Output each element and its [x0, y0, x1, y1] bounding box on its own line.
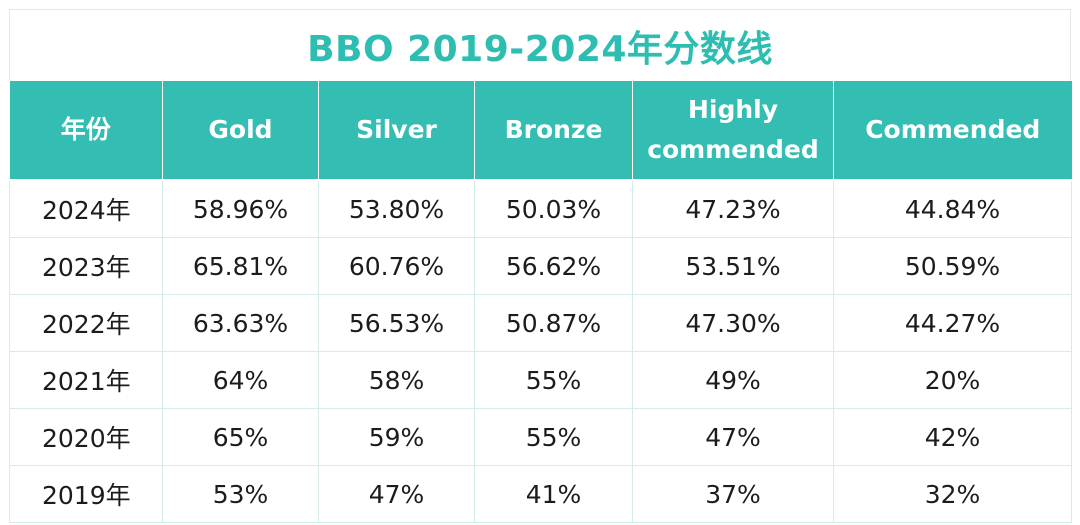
- cell-commended: 42%: [833, 408, 1072, 466]
- cell-silver: 47%: [318, 465, 475, 523]
- cell-silver: 56.53%: [318, 294, 475, 352]
- cell-gold: 64%: [162, 351, 319, 409]
- cell-year: 2019年: [9, 465, 163, 523]
- cell-highly-commended: 37%: [632, 465, 834, 523]
- cell-highly-commended: 49%: [632, 351, 834, 409]
- score-table: 年份 Gold Silver Bronze Highly commended C…: [9, 81, 1072, 523]
- cell-bronze: 55%: [474, 408, 633, 466]
- cell-highly-commended: 47%: [632, 408, 834, 466]
- cell-silver: 58%: [318, 351, 475, 409]
- cell-silver: 59%: [318, 408, 475, 466]
- table-row: 2020年 65% 59% 55% 47% 42%: [9, 408, 1072, 466]
- table-row: 2024年 58.96% 53.80% 50.03% 47.23% 44.84%: [9, 179, 1072, 238]
- table-header: 年份 Gold Silver Bronze Highly commended C…: [9, 81, 1072, 181]
- cell-year: 2024年: [9, 179, 163, 238]
- cell-gold: 53%: [162, 465, 319, 523]
- score-table-card: BBO 2019-2024年分数线 年份 Gold Silver Bronze …: [9, 9, 1072, 523]
- cell-commended: 32%: [833, 465, 1072, 523]
- cell-gold: 58.96%: [162, 179, 319, 238]
- table-body: 2024年 58.96% 53.80% 50.03% 47.23% 44.84%…: [9, 179, 1072, 523]
- cell-highly-commended: 53.51%: [632, 237, 834, 295]
- cell-year: 2021年: [9, 351, 163, 409]
- header-gold: Gold: [162, 81, 319, 181]
- cell-commended: 20%: [833, 351, 1072, 409]
- cell-year: 2020年: [9, 408, 163, 466]
- cell-gold: 63.63%: [162, 294, 319, 352]
- table-row: 2023年 65.81% 60.76% 56.62% 53.51% 50.59%: [9, 237, 1072, 295]
- cell-commended: 44.84%: [833, 179, 1072, 238]
- cell-bronze: 50.03%: [474, 179, 633, 238]
- cell-bronze: 55%: [474, 351, 633, 409]
- cell-bronze: 50.87%: [474, 294, 633, 352]
- cell-bronze: 56.62%: [474, 237, 633, 295]
- header-commended: Commended: [833, 81, 1072, 181]
- header-row: 年份 Gold Silver Bronze Highly commended C…: [9, 81, 1072, 181]
- cell-commended: 44.27%: [833, 294, 1072, 352]
- header-year: 年份: [9, 81, 163, 181]
- table-row: 2021年 64% 58% 55% 49% 20%: [9, 351, 1072, 409]
- cell-highly-commended: 47.23%: [632, 179, 834, 238]
- cell-commended: 50.59%: [833, 237, 1072, 295]
- cell-year: 2023年: [9, 237, 163, 295]
- cell-bronze: 41%: [474, 465, 633, 523]
- cell-highly-commended: 47.30%: [632, 294, 834, 352]
- header-bronze: Bronze: [474, 81, 633, 181]
- table-row: 2019年 53% 47% 41% 37% 32%: [9, 465, 1072, 523]
- cell-gold: 65.81%: [162, 237, 319, 295]
- header-highly-commended: Highly commended: [632, 81, 834, 181]
- cell-gold: 65%: [162, 408, 319, 466]
- table-row: 2022年 63.63% 56.53% 50.87% 47.30% 44.27%: [9, 294, 1072, 352]
- header-silver: Silver: [318, 81, 475, 181]
- cell-year: 2022年: [9, 294, 163, 352]
- table-title: BBO 2019-2024年分数线: [9, 9, 1071, 81]
- cell-silver: 60.76%: [318, 237, 475, 295]
- cell-silver: 53.80%: [318, 179, 475, 238]
